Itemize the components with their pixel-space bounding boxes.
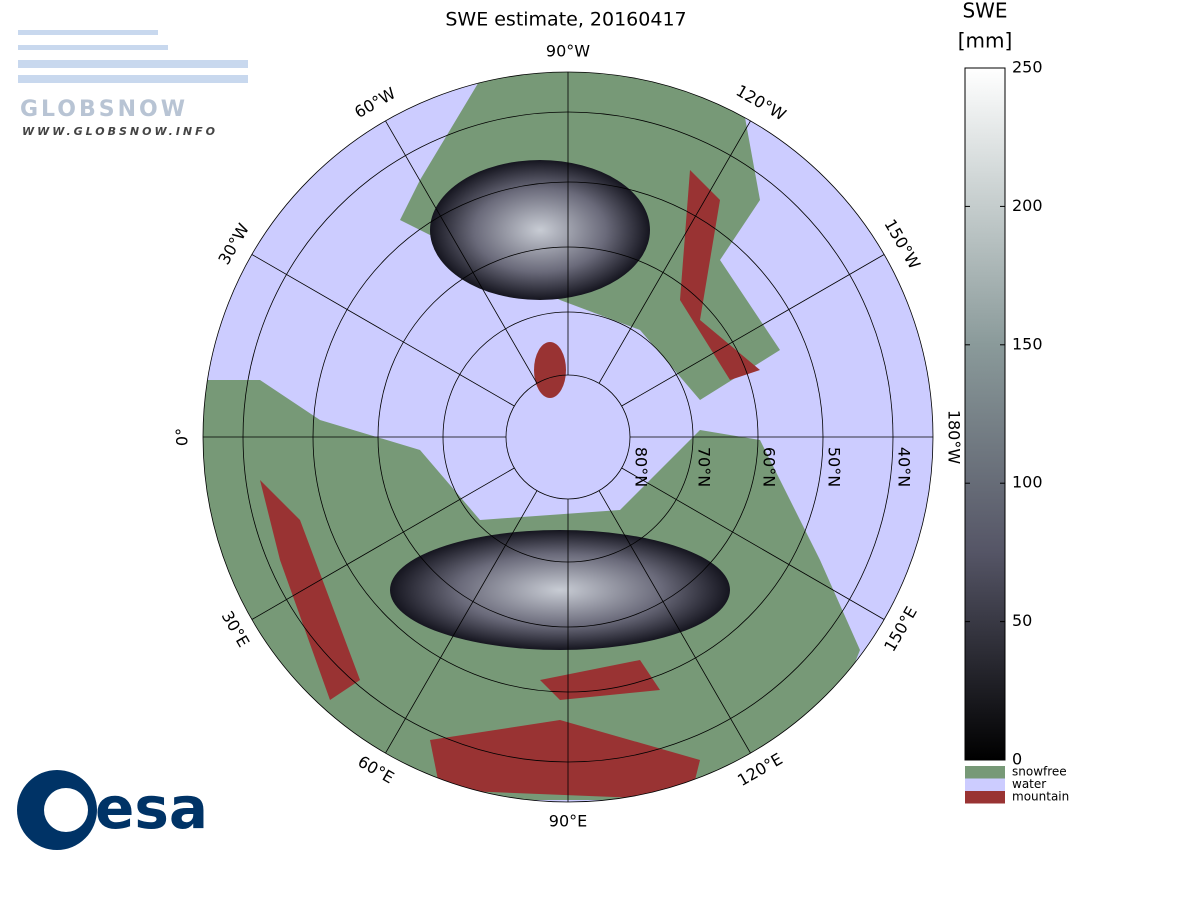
longitude-label: 180°W (945, 410, 964, 465)
longitude-label: 60°W (351, 83, 399, 122)
longitude-label: 90°E (549, 812, 587, 831)
meridian (621, 467, 885, 620)
map (203, 72, 933, 802)
longitude-label: 0° (173, 428, 192, 446)
legend-swatch (965, 778, 1005, 791)
globsnow-url: WWW.GLOBSNOW.INFO (22, 125, 218, 138)
legend-swatch (965, 791, 1005, 804)
longitude-label: 60°E (355, 752, 398, 788)
esa-text: esa (95, 774, 208, 842)
colorbar-tick-label: 100 (1012, 473, 1043, 492)
map-border (202, 71, 934, 803)
map-title: SWE estimate, 20160417 (445, 9, 686, 31)
legend-label: water (1012, 777, 1046, 791)
snow-america (430, 160, 650, 300)
meridian (251, 254, 515, 407)
colorbar (964, 67, 1006, 761)
latitude-label: 70°N (695, 447, 714, 487)
latitude-label: 80°N (632, 447, 651, 487)
legend-swatch (965, 766, 1005, 779)
legend-label: snowfree (1012, 765, 1067, 779)
longitude-label: 90°W (546, 42, 590, 61)
colorbar-tick-label: 0 (1012, 750, 1022, 769)
meridian (385, 490, 538, 754)
longitude-label: 30°W (214, 220, 253, 268)
colorbar-tick-label: 200 (1012, 196, 1043, 215)
colorbar-tick-label: 150 (1012, 334, 1043, 353)
mountain (534, 342, 566, 398)
mountain (430, 720, 700, 800)
meridian (251, 467, 515, 620)
globsnow-text: GLOBSNOW (20, 97, 188, 122)
legend-label: mountain (1012, 790, 1069, 804)
globsnow-logo: GLOBSNOW WWW.GLOBSNOW.INFO (18, 30, 248, 138)
meridian (598, 120, 751, 384)
mountain (540, 660, 660, 700)
latitude-label: 60°N (760, 447, 779, 487)
longitude-label: 30°E (218, 608, 254, 651)
meridian (385, 120, 538, 384)
latitude-label: 50°N (825, 447, 844, 487)
colorbar-ticks: 0 50 100 150 200 250 (965, 58, 1043, 769)
colorbar-title: SWE (962, 0, 1007, 23)
meridian (621, 254, 885, 407)
colorbar-tick-label: 250 (1012, 58, 1043, 77)
latitude-label: 40°N (895, 447, 914, 487)
meridian (598, 490, 751, 754)
mountain (260, 480, 360, 700)
colorbar-unit: [mm] (958, 29, 1013, 53)
mountain (680, 170, 760, 380)
esa-logo: esa (17, 770, 208, 850)
colorbar-tick-label: 50 (1012, 611, 1032, 630)
snow-eurasia (390, 530, 730, 650)
